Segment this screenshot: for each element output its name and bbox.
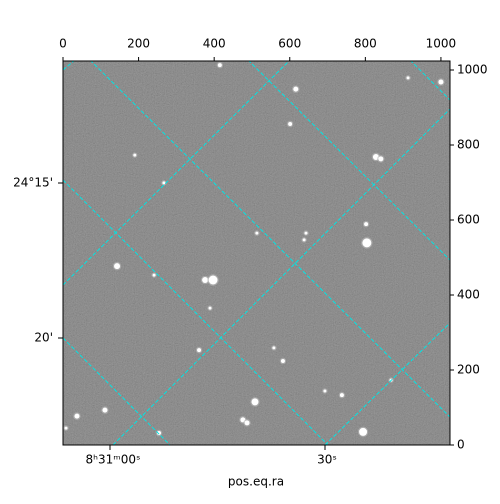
star [102,407,108,413]
ra-grid-line [324,322,450,445]
ra-grid-line [63,61,290,286]
star [293,86,299,92]
star [251,398,259,406]
y-tick-label: 200 [457,363,480,377]
star [378,156,384,162]
x-tick-label: 200 [127,37,150,51]
y-tick-label: 600 [457,213,480,227]
star [202,277,209,283]
star [114,263,121,270]
star [255,231,259,235]
y-tick-label: 0 [457,438,465,452]
star [133,153,137,157]
star [162,181,166,185]
star [197,348,202,353]
star [74,413,80,419]
dec-tick-label: 20' [34,331,53,345]
star [339,393,344,398]
y-tick-label: 400 [457,288,480,302]
x-tick-label: 600 [278,37,301,51]
star [208,306,212,310]
y-tick-label: 1000 [457,63,488,77]
x-tick-label: 400 [203,37,226,51]
star [362,238,372,248]
ra-tick-label: 30ˢ [317,453,337,467]
x-tick-label: 0 [59,37,67,51]
x-axis-label: pos.eq.ra [228,475,284,489]
y-tick-label: 800 [457,138,480,152]
star [302,238,306,242]
star [156,431,161,435]
star [152,273,156,277]
dec-grid-line [63,337,171,445]
star [323,389,327,393]
ra-grid-line [112,108,450,445]
star [280,359,285,363]
star [288,122,293,126]
star [359,427,368,436]
x-tick-label: 1000 [426,37,457,51]
star [304,231,308,235]
ra-tick-label: 8ʰ31ᵐ00ˢ [86,453,141,467]
x-tick-label: 800 [354,37,377,51]
star [406,76,410,80]
ra-grid-line [63,61,75,71]
wcs-ticks [58,182,326,450]
star [364,222,369,227]
dec-tick-label: 24°15' [13,176,53,190]
image-noise [63,61,450,445]
star [64,426,68,430]
dec-grid-line [410,61,450,101]
dec-grid-line [90,61,450,418]
stars [63,61,445,438]
star [208,275,218,285]
axes-frame [62,60,451,446]
star [272,346,276,350]
star [438,79,444,85]
star [244,420,250,426]
dec-grid-line [248,61,450,261]
coordinate-grid [63,61,450,445]
star [217,63,222,68]
dec-grid-line [63,179,329,445]
